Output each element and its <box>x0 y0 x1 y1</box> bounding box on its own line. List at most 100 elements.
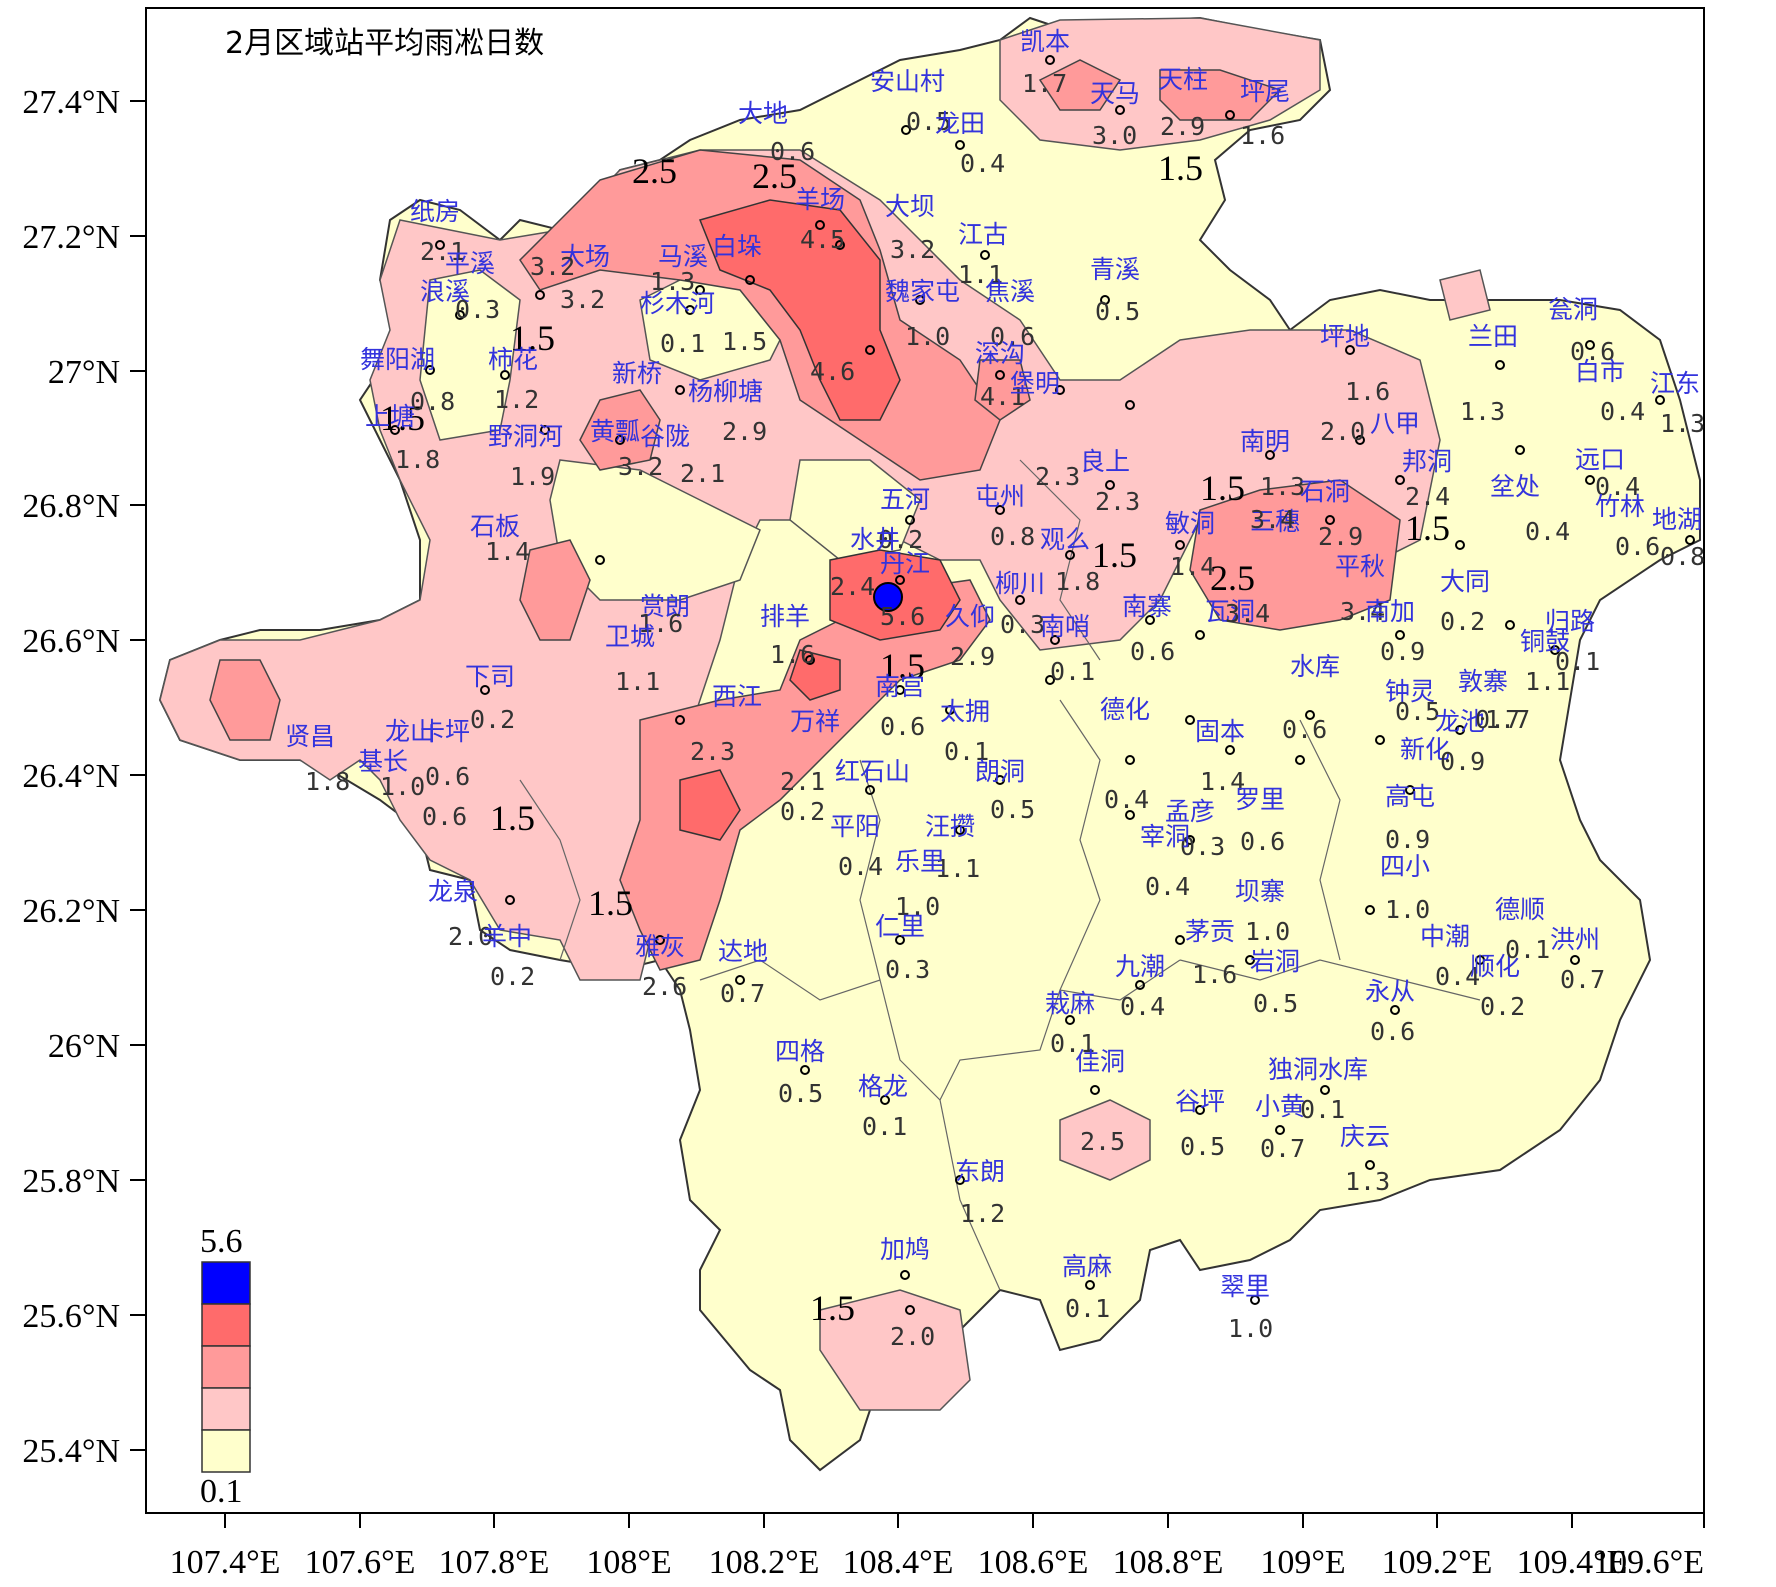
station-value: 0.2 <box>490 962 535 991</box>
station-value: 1.6 <box>638 609 683 638</box>
station-value: 0.6 <box>422 802 467 831</box>
station-name: 黄瓢 <box>590 417 640 446</box>
station-value: 2.9 <box>722 417 767 446</box>
station-name: 凯本 <box>1020 27 1070 56</box>
station-name: 平阳 <box>830 812 880 841</box>
station-value: 0.7 <box>1560 965 1605 994</box>
station-name: 龙泉 <box>428 877 478 906</box>
station-value: 0.6 <box>990 322 1035 351</box>
station-value: 1.8 <box>1055 567 1100 596</box>
map-title: 2月区域站平均雨凇日数 <box>225 26 544 61</box>
station-value: 1.0 <box>1385 895 1430 924</box>
station-name: 坪尾 <box>1240 77 1290 106</box>
station-name: 汪攒 <box>925 812 975 841</box>
station-value: 0.4 <box>1435 962 1480 991</box>
station-name: 舞阳湖 <box>360 345 435 374</box>
x-tick-label: 109°E <box>1260 1544 1345 1581</box>
station-name: 远口 <box>1575 445 1625 474</box>
station-name: 宰洞 <box>1140 822 1190 851</box>
station-value: 0.5 <box>1253 989 1298 1018</box>
station-value: 1.0 <box>1245 917 1290 946</box>
station-name: 茅贡 <box>1185 917 1235 946</box>
station-value: 1.8 <box>395 445 440 474</box>
color-legend: 5.6 0.1 <box>200 1223 251 1510</box>
contour-labels: 2.5 2.5 1.5 1.5 1.5 1.5 1.5 1.5 2.5 1.5 … <box>380 148 1450 1328</box>
station-name: 新化 <box>1400 735 1450 764</box>
y-tick-label: 26.4°N <box>22 758 120 795</box>
station-value: 0.7 <box>1475 705 1520 734</box>
station-value: 3.4 <box>1250 505 1295 534</box>
station-name: 深沟 <box>975 339 1025 368</box>
station-name: 杨柳塘 <box>688 377 763 406</box>
station-name: 魏家屯 <box>885 277 960 306</box>
station-name: 瓦洞 <box>1205 597 1255 626</box>
contour-fill-low <box>419 269 921 601</box>
station-value: 0.2 <box>878 525 923 554</box>
station-value: 3.2 <box>618 452 663 481</box>
station-value: 3.2 <box>890 235 935 264</box>
station-value: 0.9 <box>1440 747 1485 776</box>
station-name: 大场 <box>560 242 610 271</box>
station-value: 1.2 <box>494 385 539 414</box>
station-name: 大同 <box>1440 567 1490 596</box>
station-value: 2.5 <box>1080 1127 1125 1156</box>
station-value: 0.4 <box>1104 785 1149 814</box>
contour-label: 1.5 <box>490 798 535 838</box>
station-value: 0.6 <box>1130 637 1175 666</box>
station-name: 红石山 <box>835 757 910 786</box>
station-name: 西江 <box>712 682 762 711</box>
station-name: 坌处 <box>1490 472 1540 501</box>
station-value: 1.8 <box>305 767 350 796</box>
station-name: 柳川 <box>995 569 1045 598</box>
station-value: 0.2 <box>780 797 825 826</box>
x-tick-label: 108.8°E <box>1113 1544 1224 1581</box>
station-name: 观么 <box>1040 525 1090 554</box>
station-name: 高屯 <box>1385 782 1435 811</box>
station-value: 0.6 <box>1240 827 1285 856</box>
station-name: 柿花 <box>488 345 538 374</box>
station-name: 谷陇 <box>640 422 690 451</box>
station-value: 0.2 <box>470 705 515 734</box>
contour-label: 2.5 <box>752 156 797 196</box>
station-value: 2.9 <box>1160 112 1205 141</box>
station-value: 0.7 <box>1260 1134 1305 1163</box>
station-value: 4.6 <box>810 357 855 386</box>
contour-label: 1.5 <box>1092 535 1137 575</box>
station-labels: 凯本 1.7 天马 3.0 天柱 2.9 坪尾 1.6 安山村 0.5 龙田 0… <box>285 27 1705 1351</box>
station-name: 加鸠 <box>880 1235 930 1264</box>
station-name: 坝寨 <box>1235 877 1285 906</box>
station-value: 2.0 <box>1320 417 1365 446</box>
station-name: 洪州 <box>1550 925 1600 954</box>
station-value: 0.1 <box>1065 1294 1110 1323</box>
station-name: 大坝 <box>885 192 935 221</box>
contour-label: 1.5 <box>1158 148 1203 188</box>
contour-label: 1.5 <box>1405 508 1450 548</box>
station-name: 铜鼓 <box>1520 627 1570 656</box>
x-axis <box>224 1513 1705 1528</box>
station-value: 0.6 <box>1370 1017 1415 1046</box>
station-value: 0.4 <box>960 149 1005 178</box>
station-name: 九潮 <box>1115 952 1165 981</box>
station-value: 2.9 <box>950 642 995 671</box>
y-tick-label: 26.8°N <box>22 488 120 525</box>
station-value: 1.3 <box>1660 409 1705 438</box>
station-value: 0.4 <box>1120 992 1165 1021</box>
station-value: 0.4 <box>1595 472 1640 501</box>
station-value: 1.2 <box>960 1199 1005 1228</box>
station-value: 1.4 <box>485 537 530 566</box>
station-value: 0.5 <box>906 107 951 136</box>
station-name: 浪溪 <box>420 277 470 306</box>
station-value: 0.6 <box>1282 715 1327 744</box>
station-name: 顺化 <box>1470 952 1520 981</box>
y-axis <box>130 100 146 1451</box>
station-value: 2.1 <box>680 459 725 488</box>
station-value: 3.2 <box>530 252 575 281</box>
station-name: 归路 <box>1545 607 1595 636</box>
station-value: 1.3 <box>1345 1167 1390 1196</box>
station-name: 东朗 <box>955 1157 1005 1186</box>
station-name: 格龙 <box>858 1072 908 1101</box>
station-name: 龙田 <box>935 109 985 138</box>
station-value: 4.5 <box>800 225 845 254</box>
station-value: 1.7 <box>1485 705 1530 734</box>
x-axis-labels: 107.4°E 107.6°E 107.8°E 108°E 108.2°E 10… <box>170 1544 1704 1581</box>
